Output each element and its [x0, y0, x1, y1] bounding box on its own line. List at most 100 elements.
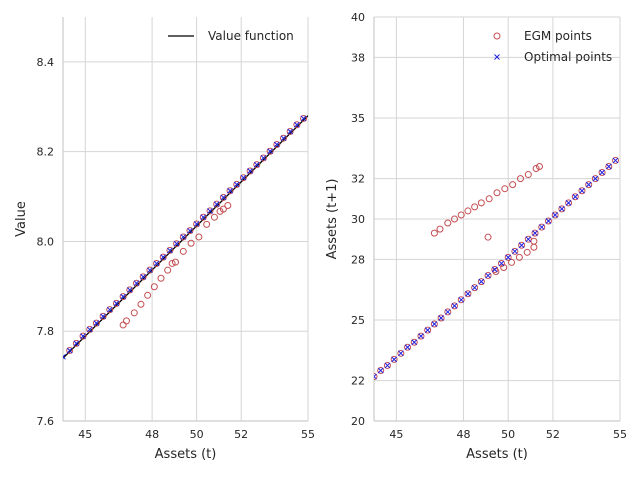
egm-point-marker [492, 268, 500, 276]
y-tick-label: 20 [351, 415, 365, 428]
x-tick-label: 52 [546, 428, 560, 441]
optimal-point-marker [532, 230, 538, 236]
optimal-point-marker [512, 248, 518, 255]
optimal-point-marker [253, 161, 260, 168]
egm-point-marker [199, 213, 207, 221]
optimal-point-marker [384, 362, 391, 369]
egm-point-marker [173, 240, 181, 248]
optimal-point-marker [167, 247, 173, 254]
plot-area [374, 156, 620, 381]
egm-point-marker [605, 162, 613, 170]
y-tick-label: 32 [351, 173, 365, 186]
optimal-point-marker [180, 234, 187, 240]
x-tick-label: 55 [613, 428, 627, 441]
x-tick-label: 50 [190, 428, 204, 441]
optimal-point-marker [444, 309, 451, 315]
egm-point-marker [224, 202, 232, 210]
optimal-point-marker [200, 214, 207, 221]
left-plot-value-function: 45 48 50 52 55 7.6 7.8 8.0 8.2 8.4 Assets (t) Value… [14, 17, 315, 462]
optimal-point-marker [424, 327, 431, 333]
y-tick-label: 7.8 [37, 325, 55, 338]
egm-point-marker [591, 175, 599, 183]
egm-point-marker [266, 147, 274, 155]
egm-point-marker [565, 199, 573, 207]
egm-point-marker [139, 273, 147, 281]
egm-point-marker [219, 193, 227, 201]
y-tick-label: 8.0 [37, 235, 55, 248]
egm-point-marker [516, 175, 524, 183]
egm-point-marker [153, 259, 161, 267]
egm-point-marker [273, 140, 281, 148]
optimal-point-marker [133, 280, 140, 287]
egm-point-marker [578, 187, 586, 195]
egm-point-marker [130, 309, 138, 317]
optimal-point-marker [498, 260, 505, 267]
optimal-point-marker [592, 175, 599, 182]
x-tick-label: 55 [301, 428, 315, 441]
egm-point-marker [523, 248, 531, 256]
optimal-point-marker [227, 187, 233, 194]
egm-point-marker [86, 325, 94, 333]
egm-point-marker [501, 185, 509, 193]
egm-point-marker [451, 215, 459, 223]
egm-point-marker [203, 220, 211, 228]
optimal-point-marker [585, 181, 592, 188]
optimal-point-marker [140, 274, 147, 280]
optimal-point-marker [431, 321, 438, 327]
egm-point-marker [157, 274, 165, 282]
egm-point-marker [451, 302, 459, 310]
egm-point-marker [253, 161, 261, 169]
egm-point-marker [168, 259, 176, 267]
egm-point-marker [195, 233, 203, 241]
optimal-point-marker [294, 121, 300, 128]
egm-point-marker [79, 332, 87, 340]
egm-point-marker [72, 339, 80, 347]
optimal-point-marker [505, 254, 512, 261]
egm-point-marker [457, 296, 465, 304]
optimal-point-marker [559, 206, 565, 212]
optimal-point-marker [605, 163, 612, 170]
optimal-point-marker [147, 267, 153, 274]
egm-point-marker [484, 233, 492, 241]
y-tick-label: 28 [351, 253, 365, 266]
legend-circle-swatch [493, 32, 501, 40]
optimal-point-marker [193, 221, 200, 227]
plot-area [63, 114, 308, 360]
optimal-point-marker [260, 155, 267, 161]
egm-point-marker [404, 343, 412, 351]
optimal-point-marker [458, 296, 465, 303]
egm-point-marker [293, 121, 301, 129]
egm-point-marker [226, 187, 234, 195]
egm-point-marker [374, 373, 378, 381]
egm-point-marker [493, 189, 501, 197]
egm-point-marker [524, 171, 532, 179]
optimal-point-marker [93, 320, 100, 326]
optimal-point-marker [391, 356, 397, 363]
optimal-point-marker [612, 157, 619, 164]
egm-point-marker [471, 203, 479, 211]
optimal-point-marker [545, 218, 552, 224]
egm-point-marker [457, 211, 465, 219]
y-tick-label: 8.2 [37, 146, 55, 159]
optimal-point-marker [579, 187, 585, 194]
optimal-point-marker [113, 300, 120, 307]
right-plot-asset-policy: 45 48 50 52 55 20 22 25 28 30 32 35 38 40 Assets (t) As… [325, 11, 627, 462]
x-tick-label: 45 [78, 428, 92, 441]
egm-point-marker [471, 284, 479, 292]
egm-point-marker [484, 272, 492, 280]
egm-point-marker [437, 314, 445, 322]
egm-point-marker [515, 253, 523, 261]
optimal-point-marker [160, 254, 167, 261]
egm-point-marker [179, 247, 187, 255]
egm-point-marker [280, 134, 287, 142]
optimal-point-marker [471, 284, 478, 291]
egm-point-marker [598, 169, 606, 177]
egm-point-marker [464, 207, 472, 215]
optimal-point-marker [63, 353, 66, 360]
optimal-point-marker [552, 212, 558, 218]
egm-point-marker [122, 317, 130, 325]
optimal-point-marker [397, 350, 404, 357]
egm-point-marker [126, 286, 134, 294]
egm-point-marker [531, 229, 539, 237]
